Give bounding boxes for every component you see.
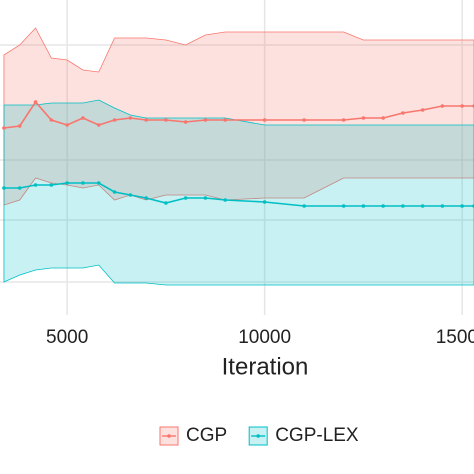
point [17,124,22,128]
point [164,118,168,122]
point [401,111,405,115]
point [183,120,188,124]
point [302,204,306,208]
median-line [3,182,474,207]
point [17,186,22,190]
point [203,196,208,200]
point [112,118,117,122]
point [164,201,168,205]
legend-label: CGP-LEX [275,425,359,446]
legend-dot [256,434,260,438]
point [81,116,85,120]
ribbon [3,99,474,286]
point [49,183,54,187]
point [183,196,188,200]
point [420,204,425,208]
x-tick-label: 5000 [46,327,88,348]
point [223,118,227,122]
point [144,118,148,122]
point [420,108,425,112]
point [65,181,69,185]
median-line [3,100,474,129]
point [341,118,346,122]
point [33,183,38,187]
legend-dot [167,434,171,438]
point [302,118,306,122]
point [81,181,85,185]
point [33,100,38,104]
ribbon [3,27,474,206]
point [144,196,148,200]
point [223,198,227,202]
point [96,123,101,127]
point [440,104,445,108]
point [381,116,385,120]
point [112,190,117,194]
legend-label: CGP [186,425,227,446]
point [96,181,101,185]
legend-item: CGP-LEX [248,425,359,446]
point [128,193,133,197]
point [440,204,445,208]
point [262,200,267,204]
point [361,116,366,120]
point [65,123,69,127]
point [361,204,366,208]
legend-item: CGP [159,425,227,446]
point [381,204,385,208]
point [2,186,6,190]
x-tick-label: 10000 [238,327,291,348]
grid [0,44,474,283]
point [203,118,208,122]
point [460,104,464,108]
point [262,118,267,122]
point [460,204,464,208]
x-tick-label: 15000 [436,327,474,348]
point [128,116,133,120]
point [341,204,346,208]
point [401,204,405,208]
point [49,118,54,122]
x-axis-label: Iteration [222,353,309,380]
point [2,126,6,130]
